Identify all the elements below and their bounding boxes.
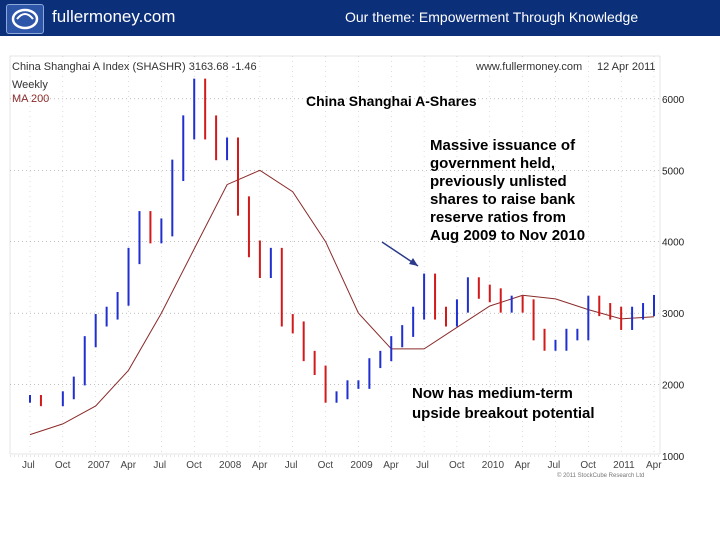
y-tick-label: 1000 xyxy=(662,452,685,463)
ma200-line xyxy=(29,169,655,436)
x-tick-label: 2008 xyxy=(219,460,242,471)
y-tick-label: 5000 xyxy=(662,166,685,177)
annotation-line: shares to raise bank xyxy=(430,191,576,208)
annotation-breakout: Now has medium-term upside breakout pote… xyxy=(412,385,595,422)
annotation-line: Massive issuance of xyxy=(430,137,576,154)
x-tick-label: Jul xyxy=(153,460,166,471)
price-bars xyxy=(29,78,655,407)
y-tick-label: 6000 xyxy=(662,95,685,106)
annotation-line: reserve ratios from xyxy=(430,209,566,226)
x-tick-label: 2011 xyxy=(613,460,635,471)
x-tick-label: Oct xyxy=(55,460,71,471)
x-tick-label: Jul xyxy=(547,460,560,471)
x-tick-label: Oct xyxy=(449,460,465,471)
x-tick-label: Jul xyxy=(416,460,429,471)
arrow-head-icon xyxy=(409,258,418,266)
site-header: fullermoney.com Our theme: Empowerment T… xyxy=(0,0,720,36)
x-tick-label: Oct xyxy=(186,460,202,471)
chart-title: China Shanghai A-Shares xyxy=(306,93,477,109)
annotation-issuance: Massive issuance of government held, pre… xyxy=(430,137,585,244)
legend-ma200: MA 200 xyxy=(12,93,49,105)
y-axis: 1000 2000 3000 4000 5000 6000 xyxy=(662,95,685,463)
x-tick-label: 2010 xyxy=(482,460,505,471)
x-tick-label: Oct xyxy=(318,460,334,471)
copyright: © 2011 StockCube Research Ltd xyxy=(557,472,644,479)
x-tick-label: Apr xyxy=(646,460,662,471)
fullermoney-logo-icon xyxy=(6,4,44,34)
x-tick-label: 2009 xyxy=(350,460,373,471)
index-label: China Shanghai A Index (SHASHR) 3163.68 … xyxy=(12,61,257,73)
x-tick-label: Jul xyxy=(285,460,298,471)
legend-weekly: Weekly xyxy=(12,79,48,91)
x-tick-label: Apr xyxy=(515,460,531,471)
x-tick-label: Apr xyxy=(252,460,268,471)
x-tick-label: Oct xyxy=(580,460,596,471)
x-tick-label: Jul xyxy=(22,460,35,471)
site-theme: Our theme: Empowerment Through Knowledge xyxy=(345,9,639,25)
x-axis: Jul Oct 2007 Apr Jul Oct 2008 Apr Jul Oct 2009 Apr J… xyxy=(22,460,662,471)
annotation-line: Now has medium-term xyxy=(412,385,573,402)
plot-area xyxy=(9,55,661,455)
y-tick-label: 3000 xyxy=(662,309,685,320)
y-tick-label: 4000 xyxy=(662,238,685,249)
brand-name[interactable]: fullermoney.com xyxy=(52,7,176,26)
x-tick-label: Apr xyxy=(121,460,137,471)
annotation-line: government held, xyxy=(430,155,555,172)
annotation-line: upside breakout potential xyxy=(412,405,595,422)
x-tick-label: 2007 xyxy=(88,460,111,471)
y-tick-label: 2000 xyxy=(662,381,685,392)
source-label: www.fullermoney.com xyxy=(475,61,582,73)
annotation-line: Aug 2009 to Nov 2010 xyxy=(430,227,585,244)
chart-date: 12 Apr 2011 xyxy=(597,61,656,73)
annotation-line: previously unlisted xyxy=(430,173,567,190)
x-tick-label: Apr xyxy=(383,460,399,471)
